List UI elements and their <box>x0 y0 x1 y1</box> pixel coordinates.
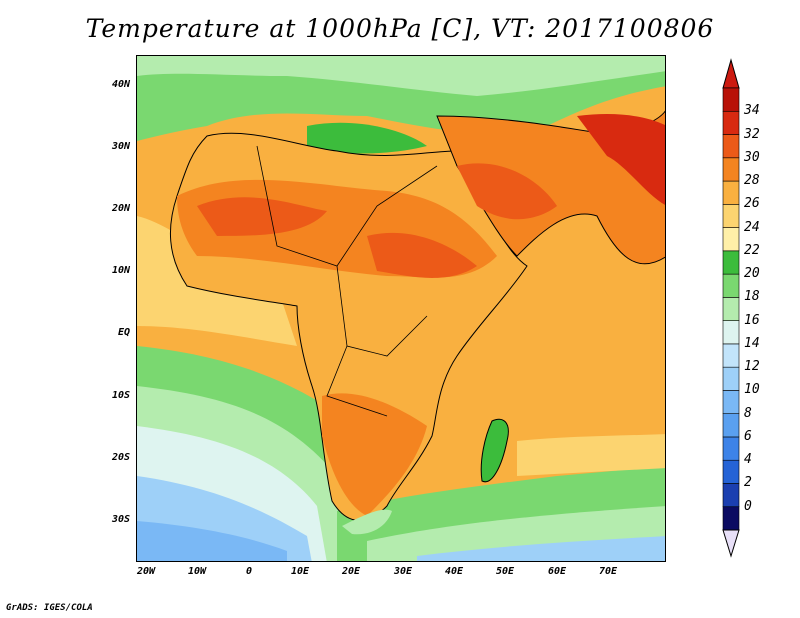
colorbar-label: 4 <box>744 452 752 468</box>
colorbar-swatch <box>722 204 740 228</box>
lat-label: 10S <box>111 390 130 401</box>
lon-label: 60E <box>547 566 567 577</box>
colorbar-swatch <box>722 134 740 159</box>
colorbar-swatch <box>722 506 740 531</box>
colorbar-swatch <box>722 157 740 182</box>
lon-label: 10W <box>187 566 207 577</box>
lat-label: 20N <box>111 203 130 214</box>
med-green <box>307 122 427 154</box>
colorbar-swatch <box>722 273 740 298</box>
lon-label: 70E <box>598 566 618 577</box>
colorbar-label: 2 <box>744 475 752 491</box>
india-hottest <box>577 114 665 205</box>
colorbar-swatch <box>722 366 740 391</box>
cape-green <box>342 509 392 535</box>
lat-label: 20S <box>111 452 130 463</box>
colorbar-label: 22 <box>744 242 760 258</box>
lat-label: 30S <box>111 514 130 525</box>
colorbar-label: 20 <box>744 266 760 282</box>
colorbar-swatch <box>722 110 740 135</box>
colorbar <box>722 58 740 558</box>
south-indian-blue <box>417 536 665 561</box>
colorbar-label: 30 <box>744 149 760 165</box>
southern-africa-hot <box>322 393 427 516</box>
colorbar-label: 28 <box>744 173 760 189</box>
lat-label: 10N <box>111 265 130 276</box>
colorbar-label: 0 <box>744 498 752 514</box>
sahel-hotter-west <box>197 197 327 236</box>
colorbar-label: 14 <box>744 335 760 351</box>
lat-label: 40N <box>111 79 130 90</box>
lon-label: 20W <box>136 566 156 577</box>
lon-label: 40E <box>444 566 464 577</box>
north-lightgreen <box>137 56 665 96</box>
colorbar-swatch <box>722 180 740 205</box>
colorbar-label: 24 <box>744 219 760 235</box>
indian-yellow <box>517 434 665 476</box>
colorbar-over-triangle <box>722 58 740 89</box>
colorbar-label: 10 <box>744 382 760 398</box>
country-borders-south <box>326 265 428 417</box>
colorbar-swatch <box>722 390 740 414</box>
madagascar <box>480 418 509 483</box>
lon-label: 50E <box>495 566 515 577</box>
lon-label: 20E <box>341 566 361 577</box>
colorbar-label: 32 <box>744 126 760 142</box>
colorbar-under-triangle <box>722 529 740 558</box>
cool-band-12 <box>137 521 287 561</box>
colorbar-label: 16 <box>744 312 760 328</box>
colorbar-swatch <box>722 459 740 484</box>
colorbar-swatch <box>722 436 740 461</box>
colorbar-label: 8 <box>744 405 752 421</box>
credit-text: GrADS: IGES/COLA <box>6 603 93 613</box>
colorbar-swatch <box>722 413 740 438</box>
colorbar-label: 34 <box>744 103 760 119</box>
lat-label: EQ <box>117 327 130 338</box>
temperature-map <box>137 56 665 561</box>
map-plot-area <box>136 55 666 562</box>
lon-label: 0 <box>245 566 253 577</box>
colorbar-swatch <box>722 343 740 368</box>
colorbar-swatch <box>722 483 740 508</box>
colorbar-swatch <box>722 250 740 275</box>
arabia-hottest <box>457 163 557 220</box>
lon-label: 30E <box>393 566 413 577</box>
colorbar-label: 12 <box>744 359 760 375</box>
colorbar-swatch <box>722 227 740 252</box>
lon-label: 10E <box>290 566 310 577</box>
colorbar-label: 26 <box>744 196 760 212</box>
colorbar-swatch <box>722 87 740 112</box>
sahel-hotter-east <box>367 232 477 278</box>
colorbar-label: 18 <box>744 289 760 305</box>
colorbar-swatch <box>722 297 740 321</box>
map-title: Temperature at 1000hPa [C], VT: 20171008… <box>85 14 715 43</box>
colorbar-label: 6 <box>744 428 752 444</box>
colorbar-swatch <box>722 320 740 345</box>
lat-label: 30N <box>111 141 130 152</box>
